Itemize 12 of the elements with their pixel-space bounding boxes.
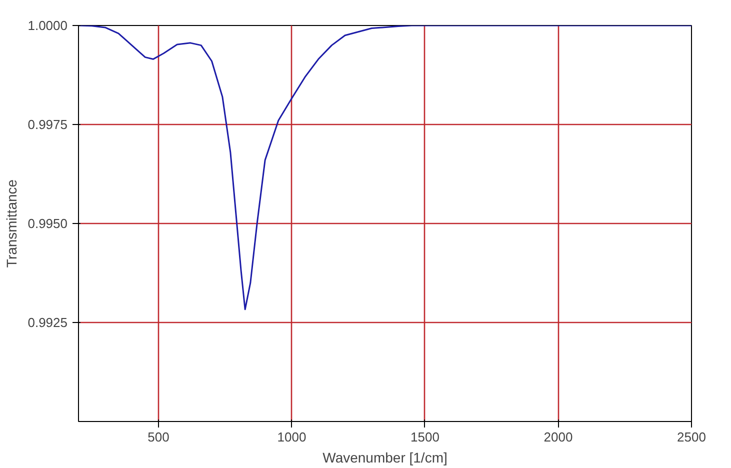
x-tick-label: 2000 [544,430,573,444]
y-tick-label: 0.9950 [28,216,68,231]
x-tick-label: 500 [148,430,170,444]
line-series [78,26,692,310]
y-axis-title: Transmittance [4,179,20,268]
x-tick-label: 1500 [410,430,440,444]
x-tick-label: 1000 [277,430,306,444]
x-axis-title: Wavenumber [1/cm] [322,450,448,466]
y-tick-label: 1.0000 [28,18,68,33]
y-tick-label: 0.9925 [28,315,68,330]
y-tick-label: 0.9975 [28,117,68,132]
x-tick-label: 2500 [677,430,706,444]
